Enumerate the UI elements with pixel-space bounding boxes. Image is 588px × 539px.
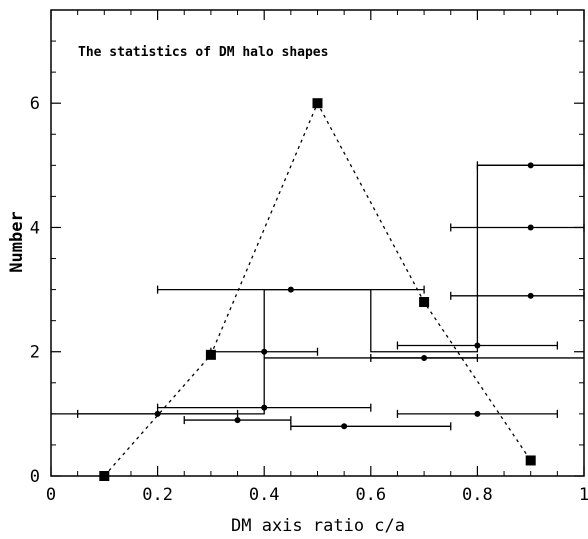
x-tick-label: 1 (579, 485, 588, 505)
x-tick-label: 0.2 (142, 485, 173, 505)
data-point (261, 348, 268, 355)
axes: 0 0.2 0.4 0.6 0.8 1 0 2 4 6 (30, 9, 588, 505)
data-point (341, 423, 348, 430)
x-tick-label: 0.6 (355, 485, 386, 505)
model-curve (99, 98, 536, 481)
data-point (527, 292, 534, 299)
data-point (154, 410, 161, 417)
y-tick-label: 2 (30, 343, 40, 363)
data-point (234, 417, 241, 424)
data-point (527, 162, 534, 169)
histogram-step-line (51, 164, 584, 415)
y-tick-label: 4 (30, 218, 40, 238)
x-tick-label: 0.8 (462, 485, 493, 505)
data-point (261, 404, 268, 411)
error-bars (77, 161, 585, 431)
data-point (527, 224, 534, 231)
x-tick-label: 0.4 (249, 485, 280, 505)
data-point (421, 354, 428, 361)
model-square-marker (419, 297, 430, 308)
data-point (287, 286, 294, 293)
x-tick-label: 0 (46, 485, 56, 505)
model-square-marker (312, 98, 323, 109)
y-tick-label: 0 (30, 467, 40, 487)
y-tick-label: 6 (30, 94, 40, 114)
data-point (474, 410, 481, 417)
model-square-marker (99, 471, 110, 481)
plot-frame (50, 9, 585, 477)
model-square-marker (205, 349, 216, 360)
chart-title: The statistics of DM halo shapes (78, 45, 328, 60)
x-axis-label: DM axis ratio c/a (231, 516, 405, 536)
model-square-marker (525, 455, 536, 466)
data-point (474, 342, 481, 349)
y-axis-label: Number (7, 211, 27, 272)
